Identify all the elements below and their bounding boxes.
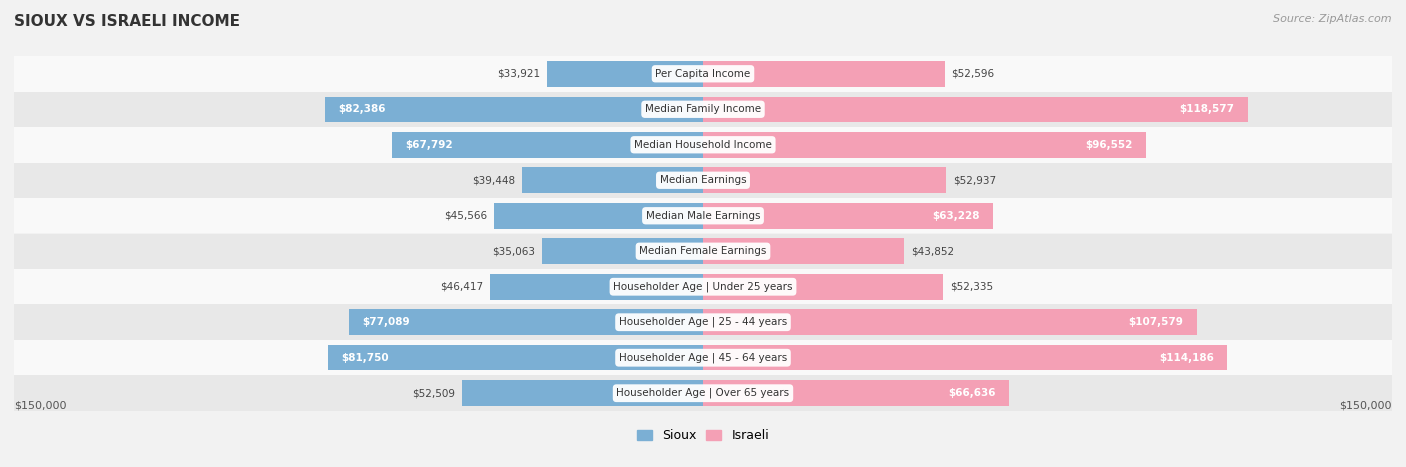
Bar [328,345,703,370]
Text: $52,509: $52,509 [412,388,456,398]
Text: Householder Age | 45 - 64 years: Householder Age | 45 - 64 years [619,353,787,363]
Text: SIOUX VS ISRAELI INCOME: SIOUX VS ISRAELI INCOME [14,14,240,29]
Bar [489,274,703,299]
Text: $150,000: $150,000 [1340,401,1392,411]
Bar [14,163,1392,198]
Text: $96,552: $96,552 [1085,140,1133,150]
Bar [541,239,703,264]
Text: Median Earnings: Median Earnings [659,175,747,185]
Text: Householder Age | Over 65 years: Householder Age | Over 65 years [616,388,790,398]
Text: $77,089: $77,089 [363,317,411,327]
Bar [325,97,703,122]
Text: $52,937: $52,937 [953,175,995,185]
Text: $150,000: $150,000 [14,401,66,411]
Bar [14,304,1392,340]
Text: $46,417: $46,417 [440,282,482,292]
Text: Per Capita Income: Per Capita Income [655,69,751,79]
Bar [14,56,1392,92]
Bar [522,168,703,193]
Text: Householder Age | 25 - 44 years: Householder Age | 25 - 44 years [619,317,787,327]
Bar [703,381,1010,406]
Text: $52,596: $52,596 [952,69,994,79]
Bar [703,239,904,264]
Bar [461,381,703,406]
Bar [349,310,703,335]
Text: $67,792: $67,792 [405,140,453,150]
Bar [703,274,943,299]
Text: $33,921: $33,921 [498,69,540,79]
Text: $35,063: $35,063 [492,246,536,256]
Bar [703,97,1247,122]
Bar [703,310,1197,335]
Text: $45,566: $45,566 [444,211,486,221]
Text: $63,228: $63,228 [932,211,980,221]
Text: Householder Age | Under 25 years: Householder Age | Under 25 years [613,282,793,292]
Bar [703,168,946,193]
Text: $81,750: $81,750 [342,353,389,363]
Bar [14,340,1392,375]
Bar [494,203,703,228]
Text: Median Female Earnings: Median Female Earnings [640,246,766,256]
Bar [703,203,994,228]
Legend: Sioux, Israeli: Sioux, Israeli [631,425,775,447]
Text: $66,636: $66,636 [948,388,995,398]
Text: Median Family Income: Median Family Income [645,104,761,114]
Bar [14,198,1392,234]
Text: $39,448: $39,448 [472,175,515,185]
Bar [703,132,1146,157]
Text: $114,186: $114,186 [1159,353,1213,363]
Bar [14,375,1392,411]
Text: $43,852: $43,852 [911,246,955,256]
Bar [392,132,703,157]
Bar [14,92,1392,127]
Bar [703,345,1227,370]
Text: Median Household Income: Median Household Income [634,140,772,150]
Bar [703,61,945,86]
Text: $82,386: $82,386 [339,104,385,114]
Text: Source: ZipAtlas.com: Source: ZipAtlas.com [1274,14,1392,24]
Text: Median Male Earnings: Median Male Earnings [645,211,761,221]
Text: $107,579: $107,579 [1129,317,1184,327]
Bar [547,61,703,86]
Bar [14,269,1392,304]
Text: $52,335: $52,335 [950,282,994,292]
Bar [14,127,1392,163]
Text: $118,577: $118,577 [1178,104,1234,114]
Bar [14,234,1392,269]
